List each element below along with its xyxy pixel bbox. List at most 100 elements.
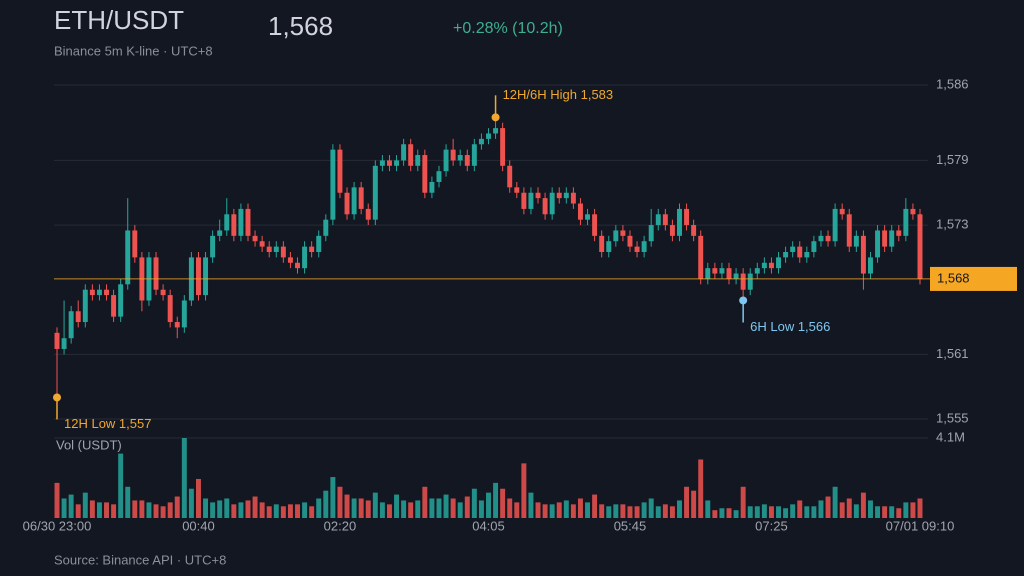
candle-body xyxy=(125,230,131,285)
volume-bar xyxy=(379,502,385,518)
volume-bar xyxy=(677,500,682,518)
volume-tick-label: 4.1M xyxy=(936,429,965,444)
price-tag xyxy=(930,266,1017,291)
volume-bar xyxy=(648,498,654,518)
volume-bar xyxy=(181,438,187,518)
candle-body xyxy=(691,225,697,236)
candle-body xyxy=(549,192,555,215)
volume-bar xyxy=(535,502,541,518)
candle-body xyxy=(429,181,435,193)
candle-body xyxy=(217,230,223,236)
volume-bar xyxy=(776,506,782,518)
volume-bar xyxy=(500,488,506,518)
volume-bar xyxy=(450,498,456,518)
candle-body xyxy=(577,203,583,220)
volume-bar xyxy=(754,506,760,518)
volume-bar xyxy=(167,502,173,518)
candle-body xyxy=(868,257,873,274)
candle-body xyxy=(776,257,782,269)
candle-body xyxy=(287,257,293,263)
volume-bar xyxy=(429,498,435,518)
candle-body xyxy=(669,225,675,236)
volume-bar xyxy=(188,488,194,518)
candle-body xyxy=(860,235,866,274)
volume-bar xyxy=(174,496,180,518)
x-tick-label: 05:45 xyxy=(614,518,647,533)
volume-bar xyxy=(217,500,223,518)
candle-body xyxy=(443,149,449,172)
volume-bar xyxy=(337,486,343,518)
x-tick-label: 07:25 xyxy=(755,518,788,533)
y-tick-label: 1,586 xyxy=(936,76,969,91)
annotation-marker xyxy=(739,296,748,305)
candle-body xyxy=(493,128,499,134)
volume-bar xyxy=(761,504,767,518)
candle-body xyxy=(252,235,258,242)
volume-bar xyxy=(280,506,286,518)
volume-bar xyxy=(804,506,810,518)
volume-bar xyxy=(556,502,562,518)
candle-body xyxy=(337,149,343,193)
volume-bar xyxy=(259,502,265,518)
volume-bar xyxy=(882,506,888,518)
candle-body xyxy=(245,208,251,236)
candle-body xyxy=(181,300,187,328)
candle-body xyxy=(592,214,598,236)
candle-body xyxy=(75,311,81,323)
x-tick-label: 06/30 23:00 xyxy=(23,518,92,533)
candle-body xyxy=(450,149,456,161)
volume-bar xyxy=(641,502,647,518)
volume-bar xyxy=(684,486,690,518)
volume-bar xyxy=(655,506,661,518)
volume-bar xyxy=(903,502,909,518)
x-tick-label: 02:20 xyxy=(324,518,357,533)
volume-bar xyxy=(570,504,576,518)
candle-body xyxy=(882,230,888,247)
candle-body xyxy=(224,214,230,231)
volume-bar xyxy=(323,490,329,518)
volume-bar xyxy=(910,502,916,518)
volume-bar xyxy=(231,504,237,518)
candle-body xyxy=(344,192,350,215)
volume-bar xyxy=(351,498,357,518)
candle-body xyxy=(832,208,838,242)
candle-body xyxy=(740,273,746,290)
volume-bar xyxy=(585,502,591,518)
candle-body xyxy=(514,187,520,193)
volume-bar xyxy=(691,490,697,518)
candle-body xyxy=(167,295,173,323)
volume-bar xyxy=(620,504,626,518)
candle-body xyxy=(401,144,407,161)
candle-body xyxy=(662,214,668,226)
candle-body xyxy=(203,257,209,296)
volume-bar xyxy=(606,506,612,518)
candle-body xyxy=(174,322,180,328)
candle-body xyxy=(415,155,421,166)
annotation-label: 12H Low 1,557 xyxy=(64,416,151,431)
y-tick-label: 1,555 xyxy=(936,410,969,425)
candle-body xyxy=(61,338,67,349)
candle-body xyxy=(394,160,400,166)
candle-body xyxy=(790,246,796,252)
volume-bar xyxy=(408,502,414,518)
candle-body xyxy=(804,252,810,258)
volume-bar xyxy=(599,504,605,518)
volume-bar xyxy=(825,496,831,518)
candle-body xyxy=(585,214,591,220)
candle-body xyxy=(54,332,60,349)
volume-bar xyxy=(811,506,817,518)
volume-bar xyxy=(740,486,746,518)
candle-body xyxy=(733,273,739,279)
volume-bar xyxy=(514,502,520,518)
volume-bar xyxy=(295,504,300,518)
y-tick-label: 1,573 xyxy=(936,217,969,232)
candle-body xyxy=(563,192,569,199)
price-change: +0.28% (10.2h) xyxy=(453,20,563,37)
volume-bar xyxy=(61,498,67,518)
candle-body xyxy=(478,138,484,145)
candle-body xyxy=(408,144,414,166)
volume-bar xyxy=(719,508,725,518)
volume-bar xyxy=(118,453,124,518)
volume-bar xyxy=(486,492,491,518)
